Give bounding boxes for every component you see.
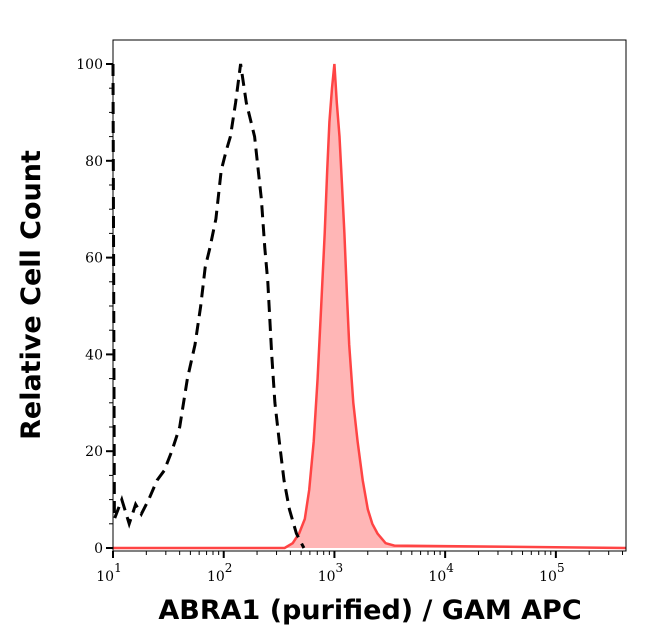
x-axis-label: ABRA1 (purified) / GAM APC [158,595,581,626]
plot-area [111,63,627,550]
plot-frame [112,39,627,552]
y-tick-label: 60 [85,251,103,267]
y-tick-label: 40 [85,347,103,363]
x-tick-label: 101 [96,561,121,585]
x-tick-label: 103 [318,561,343,585]
sample-histogram-line [113,63,627,550]
x-tick-label: 102 [207,561,232,585]
isotype-control-histogram-line [111,63,306,549]
sample-histogram-fill [113,64,626,548]
x-axis: 101 102 103 104 105 [96,551,624,585]
y-tick-label: 0 [94,541,103,557]
x-tick-label: 104 [428,561,454,585]
y-axis-label: Relative Cell Count [16,150,47,440]
y-tick-label: 80 [85,154,103,170]
y-tick-label: 100 [76,57,103,73]
y-tick-label: 20 [85,444,103,460]
y-axis: 0 20 40 60 80 100 [76,57,113,557]
x-tick-label: 105 [539,561,564,585]
